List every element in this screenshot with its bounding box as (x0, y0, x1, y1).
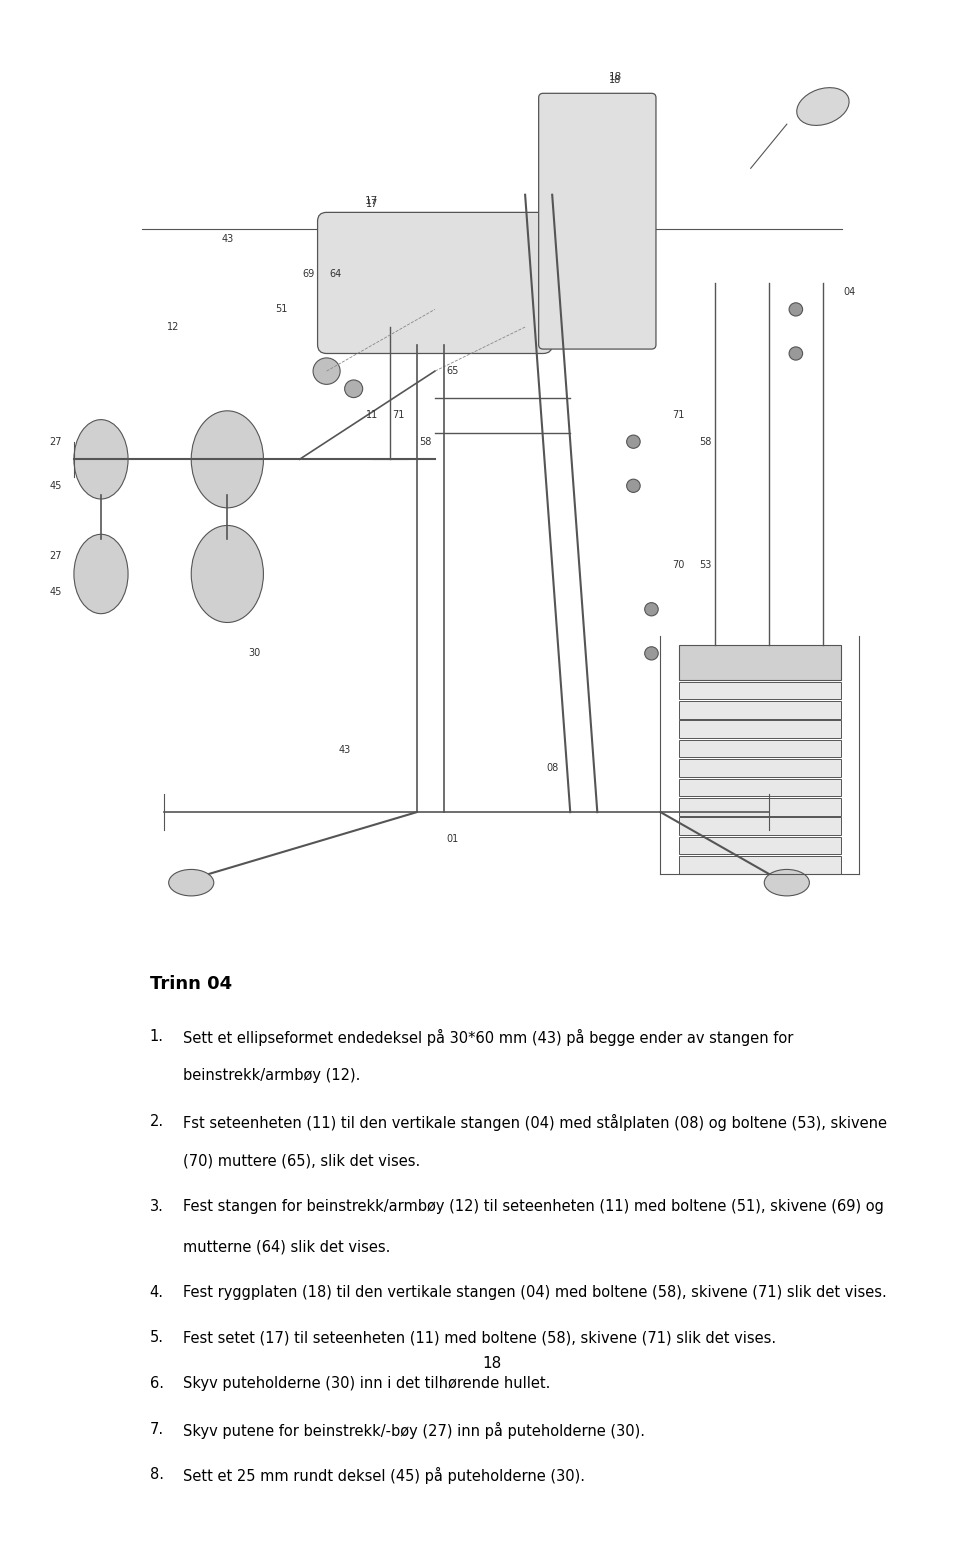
Bar (679, 701, 841, 718)
Ellipse shape (169, 869, 214, 896)
Ellipse shape (789, 347, 803, 361)
Text: 53: 53 (700, 560, 711, 570)
Text: 17: 17 (366, 198, 378, 209)
Ellipse shape (627, 479, 640, 492)
Text: 51: 51 (276, 304, 288, 314)
Text: 7.: 7. (150, 1422, 164, 1436)
Text: 71: 71 (672, 411, 684, 420)
Ellipse shape (345, 379, 363, 398)
Ellipse shape (789, 303, 803, 315)
Text: 3.: 3. (150, 1199, 163, 1214)
Text: 45: 45 (50, 481, 62, 490)
Text: 64: 64 (329, 268, 342, 279)
Bar (679, 779, 841, 796)
Text: NORSK: NORSK (466, 219, 518, 234)
Bar (679, 798, 841, 816)
Text: 04: 04 (844, 287, 856, 297)
Text: 70: 70 (672, 560, 684, 570)
Text: 18: 18 (610, 75, 621, 86)
Text: Skyv putene for beinstrekk/-bøy (27) inn på puteholderne (30).: Skyv putene for beinstrekk/-bøy (27) inn… (183, 1422, 645, 1439)
Bar (679, 837, 841, 854)
Text: 30: 30 (249, 648, 260, 659)
Text: 18: 18 (609, 72, 622, 83)
Ellipse shape (764, 869, 809, 896)
Bar (679, 682, 841, 699)
Text: 08: 08 (546, 763, 559, 773)
Text: Trinn 04: Trinn 04 (150, 974, 232, 993)
Bar (679, 759, 841, 777)
Ellipse shape (645, 603, 659, 617)
Text: 58: 58 (700, 437, 711, 446)
Text: 8.: 8. (150, 1467, 164, 1483)
FancyBboxPatch shape (539, 94, 656, 350)
Text: 2.: 2. (150, 1115, 164, 1129)
Text: 58: 58 (420, 437, 432, 446)
Text: 4.: 4. (150, 1285, 164, 1300)
Text: beinstrekk/armbøy (12).: beinstrekk/armbøy (12). (183, 1068, 361, 1083)
Text: Sett et 25 mm rundt deksel (45) på puteholderne (30).: Sett et 25 mm rundt deksel (45) på puteh… (183, 1467, 586, 1485)
FancyBboxPatch shape (318, 212, 552, 353)
Ellipse shape (645, 646, 659, 660)
Bar (679, 855, 841, 874)
Text: 71: 71 (393, 411, 405, 420)
Text: 69: 69 (302, 268, 315, 279)
Ellipse shape (191, 526, 263, 623)
Text: 6.: 6. (150, 1377, 164, 1391)
Bar (679, 645, 841, 681)
Text: 43: 43 (221, 234, 233, 244)
Text: mutterne (64) slik det vises.: mutterne (64) slik det vises. (183, 1239, 391, 1253)
Text: 27: 27 (50, 437, 62, 446)
Text: 27: 27 (50, 551, 62, 562)
Text: 17: 17 (365, 195, 378, 206)
Text: 65: 65 (446, 367, 459, 376)
Ellipse shape (74, 534, 128, 613)
Ellipse shape (313, 357, 340, 384)
Text: (70) muttere (65), slik det vises.: (70) muttere (65), slik det vises. (183, 1154, 420, 1169)
Text: 11: 11 (366, 411, 378, 420)
Bar (679, 818, 841, 835)
Ellipse shape (627, 436, 640, 448)
Text: 01: 01 (446, 834, 459, 843)
Text: Fest setet (17) til seteenheten (11) med boltene (58), skivene (71) slik det vis: Fest setet (17) til seteenheten (11) med… (183, 1330, 777, 1346)
Text: 43: 43 (339, 745, 350, 756)
Bar (679, 740, 841, 757)
Text: Skyv puteholderne (30) inn i det tilhørende hullet.: Skyv puteholderne (30) inn i det tilhøre… (183, 1377, 551, 1391)
Ellipse shape (74, 420, 128, 500)
Ellipse shape (797, 87, 849, 125)
Text: 5.: 5. (150, 1330, 164, 1346)
Text: Fest stangen for beinstrekk/armbøy (12) til seteenheten (11) med boltene (51), s: Fest stangen for beinstrekk/armbøy (12) … (183, 1199, 884, 1214)
Text: Fst seteenheten (11) til den vertikale stangen (04) med stålplaten (08) og bolte: Fst seteenheten (11) til den vertikale s… (183, 1115, 887, 1132)
Text: 12: 12 (167, 322, 180, 332)
Text: 18: 18 (482, 1357, 502, 1371)
Text: Fest ryggplaten (18) til den vertikale stangen (04) med boltene (58), skivene (7: Fest ryggplaten (18) til den vertikale s… (183, 1285, 887, 1300)
Text: Sett et ellipseformet endedeksel på 30*60 mm (43) på begge ender av stangen for: Sett et ellipseformet endedeksel på 30*6… (183, 1029, 794, 1046)
Text: 45: 45 (50, 587, 62, 596)
Ellipse shape (191, 411, 263, 507)
Bar (679, 720, 841, 738)
Text: 1.: 1. (150, 1029, 164, 1044)
